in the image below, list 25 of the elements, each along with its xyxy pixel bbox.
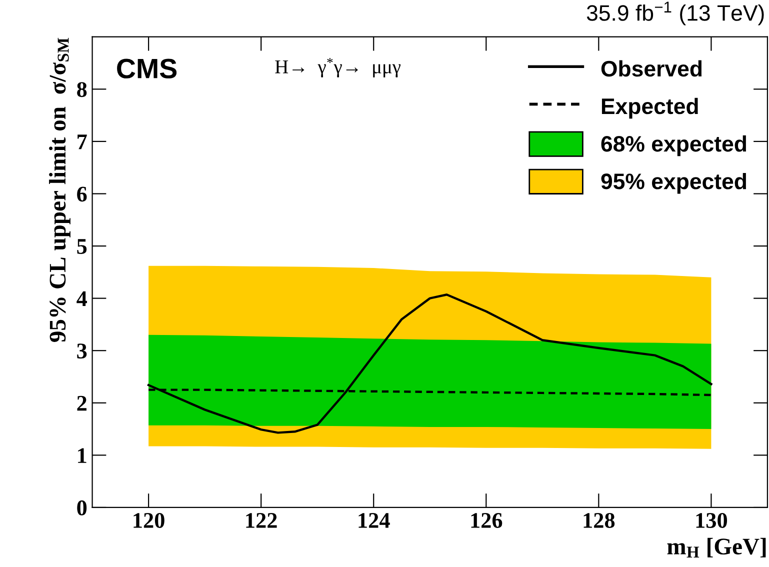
x-tick-label: 120: [134, 512, 164, 528]
legend-label: 68% expected: [601, 135, 746, 156]
x-tick-label: 126: [471, 513, 502, 528]
y-tick-label: 0: [77, 500, 87, 516]
annotation: CMS: [117, 58, 177, 78]
x-tick-label: 124: [358, 513, 390, 528]
y-tick-label: 4: [76, 291, 88, 306]
x-tick-label: 130: [696, 512, 728, 528]
y-axis-title: 95% CL upper limit on σ/σ$_{SM}$: [49, 38, 70, 342]
legend-label: Expected: [602, 98, 698, 119]
line-series: [147, 294, 712, 434]
y-tick-label: 8: [77, 82, 87, 98]
y-tick-label: 2: [77, 396, 86, 411]
legend-label: Observed: [601, 60, 702, 77]
x-axis-title: m$_{H}$ [GeV]: [667, 538, 766, 558]
legend-label: 95% expected: [601, 172, 746, 194]
x-tick-label: 122: [246, 513, 277, 528]
y-tick-label: 1: [78, 448, 86, 463]
y-tick-label: 5: [77, 239, 87, 254]
x-tick-label: 128: [584, 512, 615, 528]
y-tick-label: 6: [77, 186, 87, 202]
y-tick-label: 7: [78, 134, 87, 150]
annotation: H→ γ$^{*}$γ→ μμγ: [275, 58, 401, 78]
y-tick-label: 3: [77, 344, 87, 359]
chart-title: 35.9 fb$^{−1}$ (13 TeV): [586, 2, 764, 26]
